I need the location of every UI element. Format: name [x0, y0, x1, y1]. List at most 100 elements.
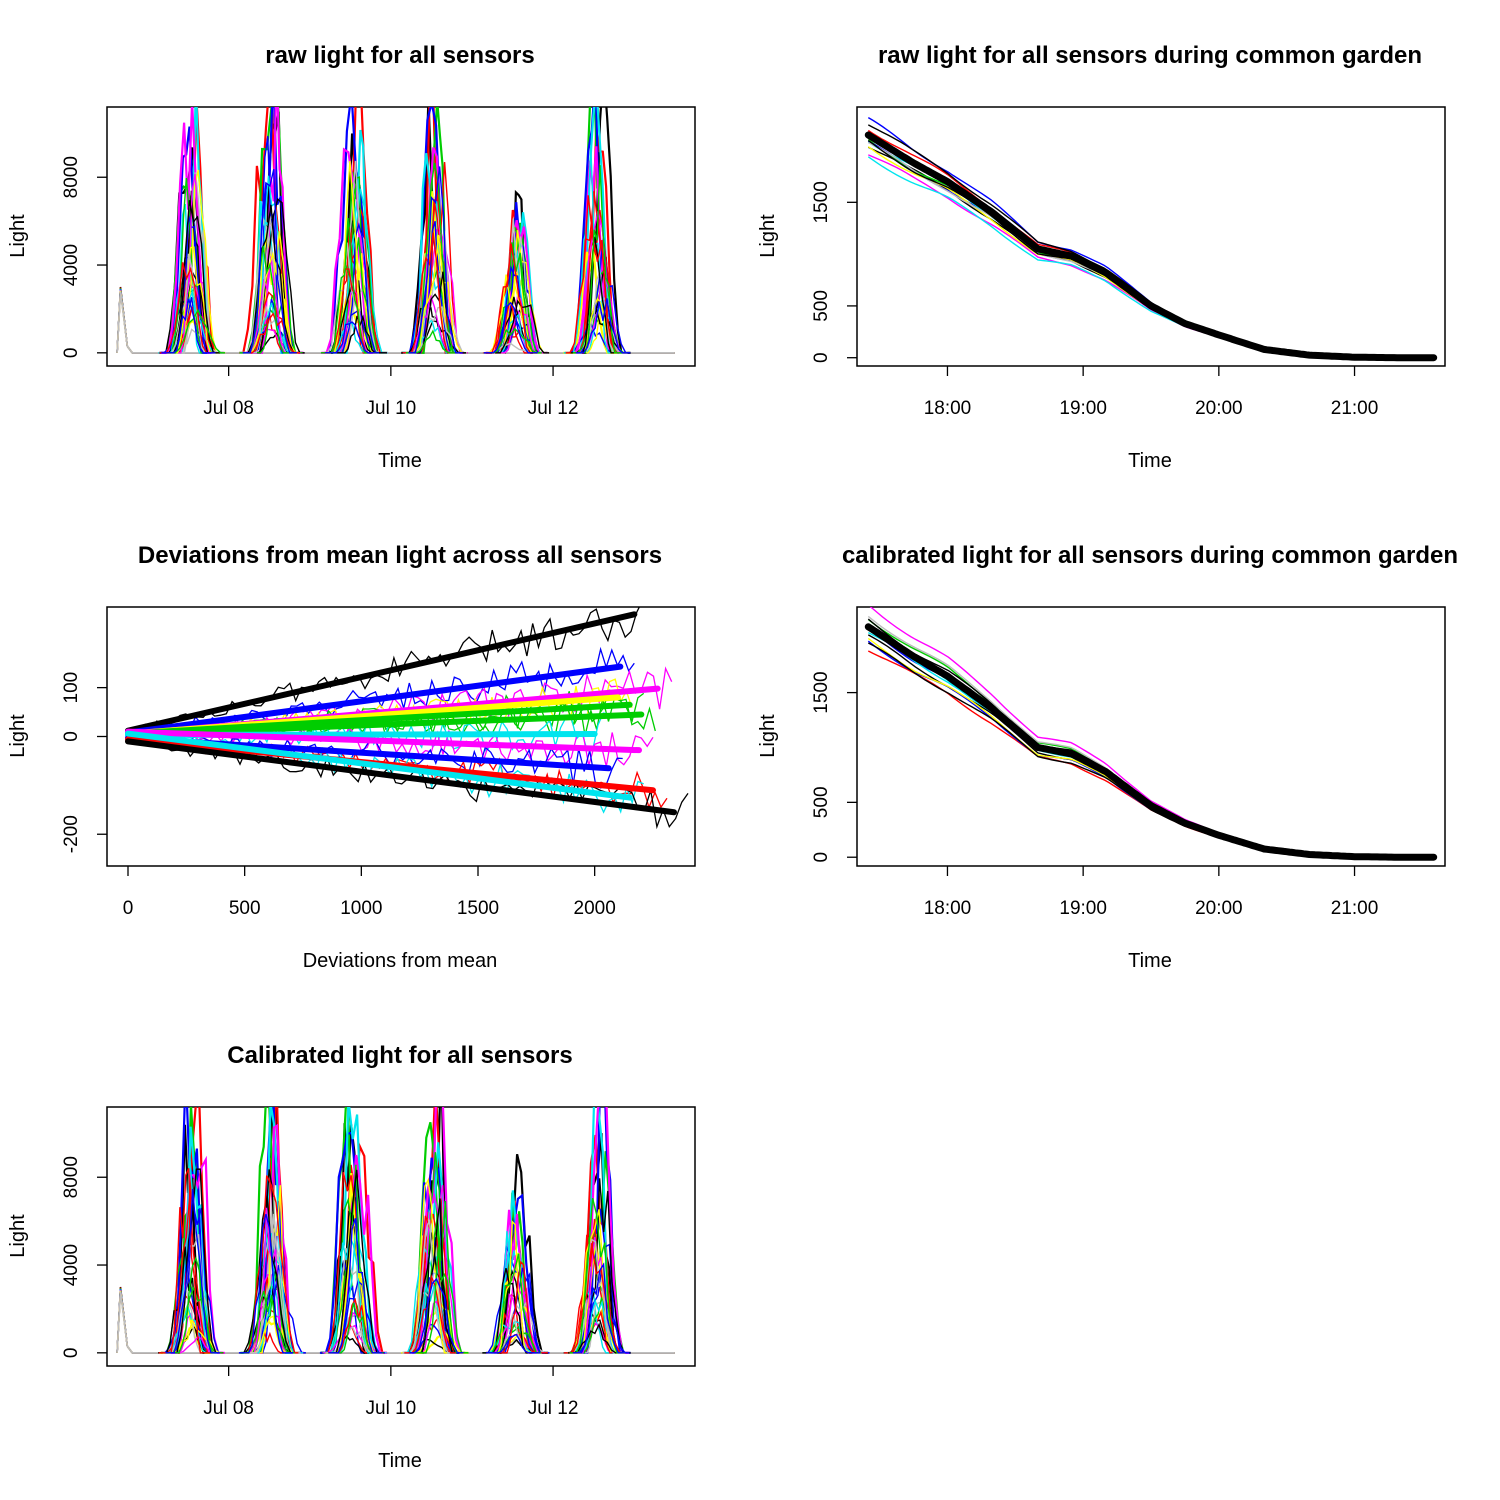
- series-layer: [125, 607, 689, 830]
- y-tick-label: 4000: [61, 244, 82, 286]
- y-axis: 0 500 1500: [811, 671, 857, 863]
- sensor-series: [869, 607, 1434, 858]
- y-axis-label: Light: [7, 714, 29, 758]
- sensor-series: [170, 308, 225, 354]
- x-tick-label: Jul 08: [203, 398, 254, 419]
- x-axis: 0 500 1000 1500 2000: [123, 866, 616, 919]
- x-tick-label: 1000: [340, 898, 382, 919]
- x-tick-label: 21:00: [1331, 898, 1379, 919]
- sensor-series: [569, 236, 624, 354]
- chart-title: Calibrated light for all sensors: [227, 1042, 572, 1069]
- trend-line: [125, 711, 645, 738]
- y-tick-label: 0: [811, 852, 832, 863]
- y-tick-label: 500: [811, 290, 832, 322]
- y-axis: 0 4000 8000: [61, 156, 107, 358]
- sensor-series: [407, 162, 462, 354]
- x-tick-label: 18:00: [924, 898, 972, 919]
- sensor-series: [867, 129, 1434, 359]
- sensor-series: [563, 1218, 618, 1354]
- sensor-series: [238, 1213, 293, 1354]
- trend-line: [125, 728, 642, 754]
- x-tick-label: Jul 10: [366, 1398, 417, 1419]
- sensor-series: [408, 166, 463, 354]
- series-layer: [864, 116, 1438, 362]
- sensor-series: [413, 230, 468, 354]
- sensor-series: [571, 1298, 626, 1354]
- sensor-series: [165, 1188, 220, 1354]
- x-axis: 18:00 19:00 20:00 21:00: [924, 366, 1379, 419]
- sensor-series: [158, 1168, 213, 1354]
- y-tick-label: 0: [811, 352, 832, 363]
- y-tick-label: 500: [811, 786, 832, 818]
- x-tick-label: Jul 08: [203, 1398, 254, 1419]
- x-tick-label: Jul 12: [528, 398, 579, 419]
- y-axis-label: Light: [7, 214, 29, 258]
- sensor-series: [404, 1274, 459, 1354]
- x-axis: Jul 08 Jul 10 Jul 12: [203, 366, 578, 419]
- sensor-series: [867, 116, 1434, 359]
- panel-calibrated-light-common-garden: calibrated light for all sensors during …: [757, 542, 1458, 972]
- trend-line: [125, 611, 638, 734]
- sensor-series: [158, 1246, 213, 1354]
- plot-box: [106, 1106, 696, 1367]
- y-tick-label: 1500: [811, 181, 832, 223]
- x-tick-label: 19:00: [1059, 398, 1107, 419]
- sensor-series: [402, 1219, 457, 1354]
- x-axis-label: Time: [1128, 950, 1172, 972]
- sensor-series: [867, 124, 1434, 359]
- x-tick-label: 2000: [574, 898, 616, 919]
- sensor-series: [329, 1169, 384, 1354]
- sensor-series: [867, 627, 1434, 858]
- x-tick-label: 21:00: [1331, 398, 1379, 419]
- sensor-series: [242, 169, 297, 354]
- chart-title: raw light for all sensors: [265, 42, 534, 69]
- sensor-series: [328, 1218, 383, 1354]
- x-axis: 18:00 19:00 20:00 21:00: [924, 866, 1379, 919]
- sensor-series: [246, 312, 301, 354]
- x-tick-label: Jul 12: [528, 1398, 579, 1419]
- y-tick-label: 1500: [811, 671, 832, 713]
- sensor-series: [867, 634, 1434, 858]
- sensor-series-baseline: [116, 1291, 675, 1354]
- sensor-series: [402, 232, 457, 354]
- x-tick-label: 18:00: [924, 398, 972, 419]
- sensor-series: [487, 327, 542, 354]
- x-axis-label: Time: [378, 1450, 422, 1472]
- sensor-series: [414, 1200, 469, 1354]
- series-layer: [864, 607, 1438, 861]
- y-tick-label: 0: [61, 1348, 82, 1359]
- y-tick-label: 8000: [61, 1156, 82, 1198]
- sensor-series: [484, 243, 539, 354]
- sensor-series: [485, 1220, 540, 1354]
- x-tick-label: Jul 10: [366, 398, 417, 419]
- mean-series: [864, 131, 1438, 362]
- y-tick-label: 4000: [61, 1244, 82, 1286]
- sensor-series: [569, 1243, 624, 1354]
- sensor-series: [158, 203, 213, 354]
- y-axis-label: Light: [757, 214, 779, 258]
- chart-title: Deviations from mean light across all se…: [138, 542, 662, 569]
- x-axis-label: Deviations from mean: [303, 950, 498, 972]
- y-tick-label: 0: [61, 348, 82, 359]
- sensor-series: [494, 1153, 549, 1354]
- sensor-series: [867, 141, 1434, 359]
- plot-box: [856, 106, 1446, 367]
- series-layer: [116, 1107, 675, 1354]
- sensor-series: [246, 1213, 301, 1354]
- x-tick-label: 1500: [457, 898, 499, 919]
- sensor-series: [493, 294, 548, 354]
- plot-box: [856, 606, 1446, 867]
- sensor-series: [331, 222, 386, 354]
- sensor-series: [240, 1195, 295, 1354]
- sensor-series: [572, 165, 627, 354]
- sensor-series: [867, 140, 1434, 359]
- trend-line: [125, 738, 677, 816]
- x-axis-label: Time: [1128, 450, 1172, 472]
- sensor-series: [567, 1322, 622, 1354]
- sensor-series: [867, 631, 1434, 858]
- series-layer: [116, 107, 675, 354]
- x-tick-label: 19:00: [1059, 898, 1107, 919]
- sensor-series: [563, 145, 618, 354]
- sensor-series-baseline: [116, 291, 675, 354]
